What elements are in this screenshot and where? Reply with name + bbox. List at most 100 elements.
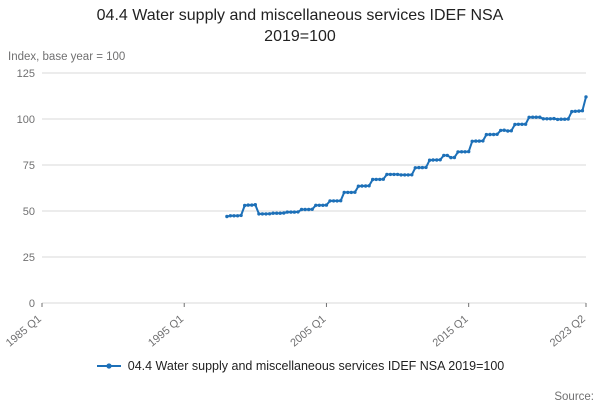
legend: 04.4 Water supply and miscellaneous serv… (0, 359, 600, 373)
data-point (427, 158, 432, 162)
data-point (406, 172, 410, 177)
data-point (541, 116, 545, 121)
data-point (239, 213, 243, 217)
data-point (342, 190, 346, 194)
y-tick-label: 100 (17, 114, 35, 126)
data-point (328, 198, 332, 203)
data-point (502, 128, 506, 132)
data-point (449, 155, 453, 159)
data-point (339, 198, 343, 202)
data-point (523, 122, 528, 126)
data-point (257, 211, 261, 216)
y-tick-label: 75 (23, 160, 35, 172)
data-point (470, 139, 474, 143)
y-tick-label: 50 (23, 206, 35, 218)
data-point (353, 190, 357, 194)
data-point (570, 109, 574, 113)
data-point (467, 149, 471, 153)
data-point (456, 149, 460, 154)
data-line (226, 96, 587, 218)
data-point (431, 157, 435, 162)
data-point (463, 149, 467, 154)
legend-dot (106, 362, 112, 369)
data-point (331, 198, 336, 203)
data-point (381, 177, 385, 181)
x-tick-label: 2015 Q1 (431, 313, 471, 349)
data-point (307, 207, 311, 211)
data-point (438, 157, 442, 162)
data-point (243, 203, 247, 207)
data-point (367, 183, 371, 188)
data-point (385, 172, 389, 176)
x-tick-label: 1995 Q1 (146, 313, 186, 349)
data-point (360, 183, 364, 188)
data-point (310, 207, 314, 211)
data-point (545, 116, 549, 121)
chart-title: 04.4 Water supply and miscellaneous serv… (96, 7, 504, 45)
data-point (573, 109, 577, 113)
x-tick-label: 2023 Q2 (548, 313, 588, 349)
data-point (531, 115, 535, 119)
data-point (321, 203, 325, 207)
data-point (285, 209, 289, 214)
data-point (488, 132, 492, 136)
data-point (452, 155, 457, 159)
data-point (445, 153, 449, 157)
data-point (459, 149, 464, 154)
data-point (335, 198, 339, 203)
data-point (442, 153, 446, 157)
data-point (513, 122, 517, 126)
data-point (410, 172, 414, 177)
data-point (403, 172, 407, 177)
legend-label: 04.4 Water supply and miscellaneous serv… (127, 358, 505, 373)
y-tick-label: 25 (23, 252, 35, 264)
data-point (356, 184, 361, 188)
data-point (413, 165, 417, 170)
data-point (235, 213, 240, 218)
data-point (435, 157, 439, 162)
data-point (303, 207, 307, 211)
data-point (260, 211, 265, 216)
data-point (275, 211, 279, 215)
data-point (538, 115, 542, 119)
data-point (516, 122, 521, 126)
data-point (246, 202, 250, 207)
data-point (282, 210, 286, 215)
data-point (566, 116, 570, 121)
data-point (495, 132, 499, 136)
data-point (548, 116, 553, 121)
data-point (520, 122, 524, 126)
data-point (499, 128, 503, 132)
data-point (474, 138, 478, 143)
data-point (563, 117, 567, 121)
data-point (228, 213, 233, 218)
y-tick-label: 125 (17, 68, 35, 80)
data-point (289, 209, 293, 214)
data-point (250, 202, 254, 207)
data-point (324, 202, 329, 207)
data-point (477, 138, 481, 143)
data-point (378, 177, 382, 181)
data-point (424, 165, 428, 169)
x-tick-label: 2005 Q1 (288, 313, 328, 349)
data-point (349, 190, 353, 194)
data-point (484, 132, 489, 136)
data-point (392, 172, 396, 176)
data-point (346, 190, 350, 194)
data-point (225, 214, 229, 218)
data-point (271, 211, 275, 215)
line-chart: 0 25 50 75 100 125 1985 Q1 1995 Q1 2005 Q1 2015 Q… (4, 68, 588, 349)
data-point (580, 108, 585, 112)
data-point (317, 203, 321, 207)
data-point (388, 172, 393, 176)
data-point (253, 202, 257, 206)
legend-line-icon (96, 362, 121, 369)
data-point (395, 172, 400, 176)
data-point (491, 132, 496, 136)
data-point (314, 203, 318, 207)
data-point (584, 94, 588, 99)
data-point (374, 177, 378, 181)
data-point (371, 177, 375, 181)
data-point (267, 211, 272, 216)
data-point (278, 211, 282, 215)
